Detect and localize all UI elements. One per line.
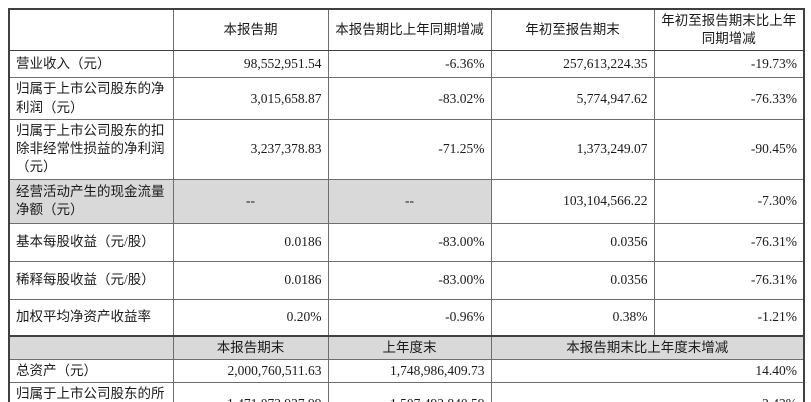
header-current-period: 本报告期 xyxy=(172,8,329,52)
metric-value: -76.33% xyxy=(653,77,805,120)
metric-label: 加权平均净资产收益率 xyxy=(8,298,174,337)
metric-value: -76.31% xyxy=(653,260,805,300)
metric-value: 98,552,951.54 xyxy=(172,50,329,79)
metric-row: 归属于上市公司股东的扣除非经常性损益的净利润（元） 3,237,378.83 -71… xyxy=(8,118,805,180)
metric-value: -76.31% xyxy=(653,222,805,262)
metric-value: -- xyxy=(172,178,329,224)
metric-value: 1,373,249.07 xyxy=(490,118,655,180)
period-header-row: 本报告期 本报告期比上年同期增减 年初至报告期末 年初至报告期末比上年同期增减 xyxy=(8,8,805,52)
metric-value: -90.45% xyxy=(653,118,805,180)
header-end-of-prior-year: 上年度末 xyxy=(327,335,492,361)
metric-value: -71.25% xyxy=(327,118,492,180)
metric-value: 257,613,224.35 xyxy=(490,50,655,79)
metric-value: 14.40% xyxy=(490,359,805,384)
metric-label: 基本每股收益（元/股） xyxy=(8,222,174,262)
metric-value: -83.02% xyxy=(327,77,492,120)
header-period-end-vs-prior-year-change: 本报告期末比上年度末增减 xyxy=(490,335,805,361)
header-current-period-yoy-change: 本报告期比上年同期增减 xyxy=(327,8,492,52)
metric-label: 稀释每股收益（元/股） xyxy=(8,260,174,300)
metric-value: 0.20% xyxy=(172,298,329,337)
metric-value: -83.00% xyxy=(327,260,492,300)
period-end-header-row: 本报告期末 上年度末 本报告期末比上年度末增减 xyxy=(8,335,805,361)
metric-value: 103,104,566.22 xyxy=(490,178,655,224)
metric-value: -1.21% xyxy=(653,298,805,337)
metric-value: 0.38% xyxy=(490,298,655,337)
metric-label: 归属于上市公司股东的净利润（元） xyxy=(8,77,174,120)
metric-value: 0.0356 xyxy=(490,260,655,300)
metric-label: 营业收入（元） xyxy=(8,50,174,79)
header-year-to-date: 年初至报告期末 xyxy=(490,8,655,52)
metric-value: -2.42% xyxy=(490,382,805,402)
metric-value: -- xyxy=(327,178,492,224)
metric-value: 2,000,760,511.63 xyxy=(172,359,329,384)
metric-value: -19.73% xyxy=(653,50,805,79)
metric-value: 5,774,947.62 xyxy=(490,77,655,120)
metric-value: 0.0356 xyxy=(490,222,655,262)
metric-value: -83.00% xyxy=(327,222,492,262)
header-empty-cell xyxy=(8,8,174,52)
metric-value: -7.30% xyxy=(653,178,805,224)
financial-summary-table: 本报告期 本报告期比上年同期增减 年初至报告期末 年初至报告期末比上年同期增减 … xyxy=(8,8,805,402)
metric-value: 3,237,378.83 xyxy=(172,118,329,180)
header-year-to-date-yoy-change: 年初至报告期末比上年同期增减 xyxy=(653,8,805,52)
metric-row: 加权平均净资产收益率 0.20% -0.96% 0.38% -1.21% xyxy=(8,298,805,337)
metric-row: 稀释每股收益（元/股） 0.0186 -83.00% 0.0356 -76.31% xyxy=(8,260,805,300)
metric-row: 经营活动产生的现金流量净额（元） -- -- 103,104,566.22 -7.30% xyxy=(8,178,805,224)
metric-label: 归属于上市公司股东的扣除非经常性损益的净利润（元） xyxy=(8,118,174,180)
metric-value: 0.0186 xyxy=(172,260,329,300)
metric-row: 基本每股收益（元/股） 0.0186 -83.00% 0.0356 -76.31% xyxy=(8,222,805,262)
financial-table-body: 本报告期 本报告期比上年同期增减 年初至报告期末 年初至报告期末比上年同期增减 … xyxy=(8,8,805,402)
metric-value: 0.0186 xyxy=(172,222,329,262)
metric-row: 归属于上市公司股东的净利润（元） 3,015,658.87 -83.02% 5,774… xyxy=(8,77,805,120)
metric-row: 归属于上市公司股东的所有者权益（元）1,471,072,927.991,507,… xyxy=(8,382,805,402)
metric-value: 3,015,658.87 xyxy=(172,77,329,120)
metric-value: 1,748,986,409.73 xyxy=(327,359,492,384)
metric-label: 归属于上市公司股东的所有者权益（元） xyxy=(8,382,174,402)
metric-row: 营业收入（元） 98,552,951.54 -6.36% 257,613,224.35… xyxy=(8,50,805,79)
metric-row: 总资产（元） 2,000,760,511.63 1,748,986,409.73 14… xyxy=(8,359,805,384)
metric-label: 总资产（元） xyxy=(8,359,174,384)
metric-value: 1,507,492,840.59 xyxy=(327,382,492,402)
metric-value: 1,471,072,927.99 xyxy=(172,382,329,402)
metric-value: -6.36% xyxy=(327,50,492,79)
metric-value: -0.96% xyxy=(327,298,492,337)
header-empty-cell xyxy=(8,335,174,361)
metric-label: 经营活动产生的现金流量净额（元） xyxy=(8,178,174,224)
header-end-of-period: 本报告期末 xyxy=(172,335,329,361)
